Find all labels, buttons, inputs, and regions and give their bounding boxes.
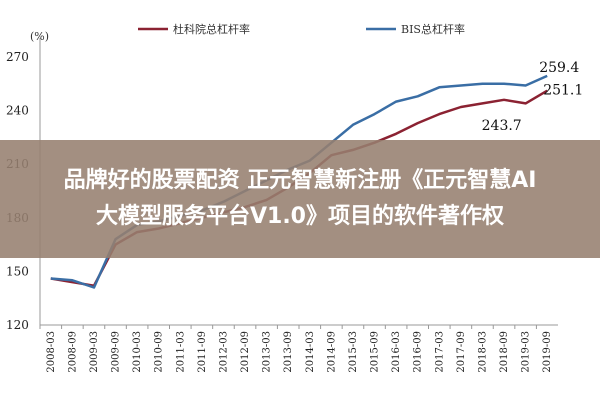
x-tick-label: 2010-03 [132,331,143,373]
x-tick-label: 2011-09 [197,331,208,373]
headline-overlay-banner: 品牌好的股票配资 正元智慧新注册《正元智慧AI 大模型服务平台V1.0》项目的软… [0,140,600,258]
x-tick-label: 2010-09 [154,331,165,373]
x-tick-label: 2009-03 [89,331,100,373]
headline-line-2: 大模型服务平台V1.0》项目的软件著作权 [95,204,504,229]
x-tick-label: 2015-09 [370,331,381,373]
x-tick-label: 2011-03 [175,331,186,373]
x-tick-label: 2014-03 [305,331,316,373]
x-tick-label: 2008-03 [46,331,57,373]
x-tick-label: 2016-03 [391,331,402,373]
legend-label-series-2: BIS总杠杆率 [401,22,465,36]
x-tick-label: 2013-03 [262,331,273,373]
x-tick-label: 2008-09 [67,331,78,373]
y-tick-label: 240 [6,104,29,118]
x-tick-label: 2018-03 [477,331,488,373]
data-annotations: 259.4 251.1 243.7 [482,60,584,134]
x-tick-label: 2017-03 [434,331,445,373]
legend-label-series-1: 杜科院总杠杆率 [173,22,250,36]
x-tick-label: 2012-03 [218,331,229,373]
x-tick-label: 2009-09 [111,331,122,373]
x-tick-label: 2019-09 [542,331,553,373]
y-tick-label: 120 [6,318,29,332]
chart-legend: 杜科院总杠杆率 BIS总杠杆率 [138,22,465,36]
y-tick-label: 150 [6,264,29,278]
x-axis-ticks: 2008-03 2008-09 2009-03 2009-09 2010-03 2010-… [39,325,553,373]
headline-line-1: 品牌好的股票配资 正元智慧新注册《正元智慧AI [63,168,537,193]
x-tick-label: 2017-09 [456,331,467,373]
x-tick-label: 2018-09 [499,331,510,373]
y-axis-unit: (%) [30,30,49,43]
x-tick-label: 2016-09 [413,331,424,373]
data-label: 259.4 [539,60,579,76]
x-tick-label: 2015-03 [348,331,359,373]
x-tick-label: 2019-03 [521,331,532,373]
x-tick-label: 2013-09 [283,331,294,373]
x-tick-label: 2014-09 [326,331,337,373]
data-label: 243.7 [482,118,522,134]
data-label: 251.1 [543,83,583,99]
y-tick-label: 270 [6,50,29,64]
x-tick-label: 2012-09 [240,331,251,373]
